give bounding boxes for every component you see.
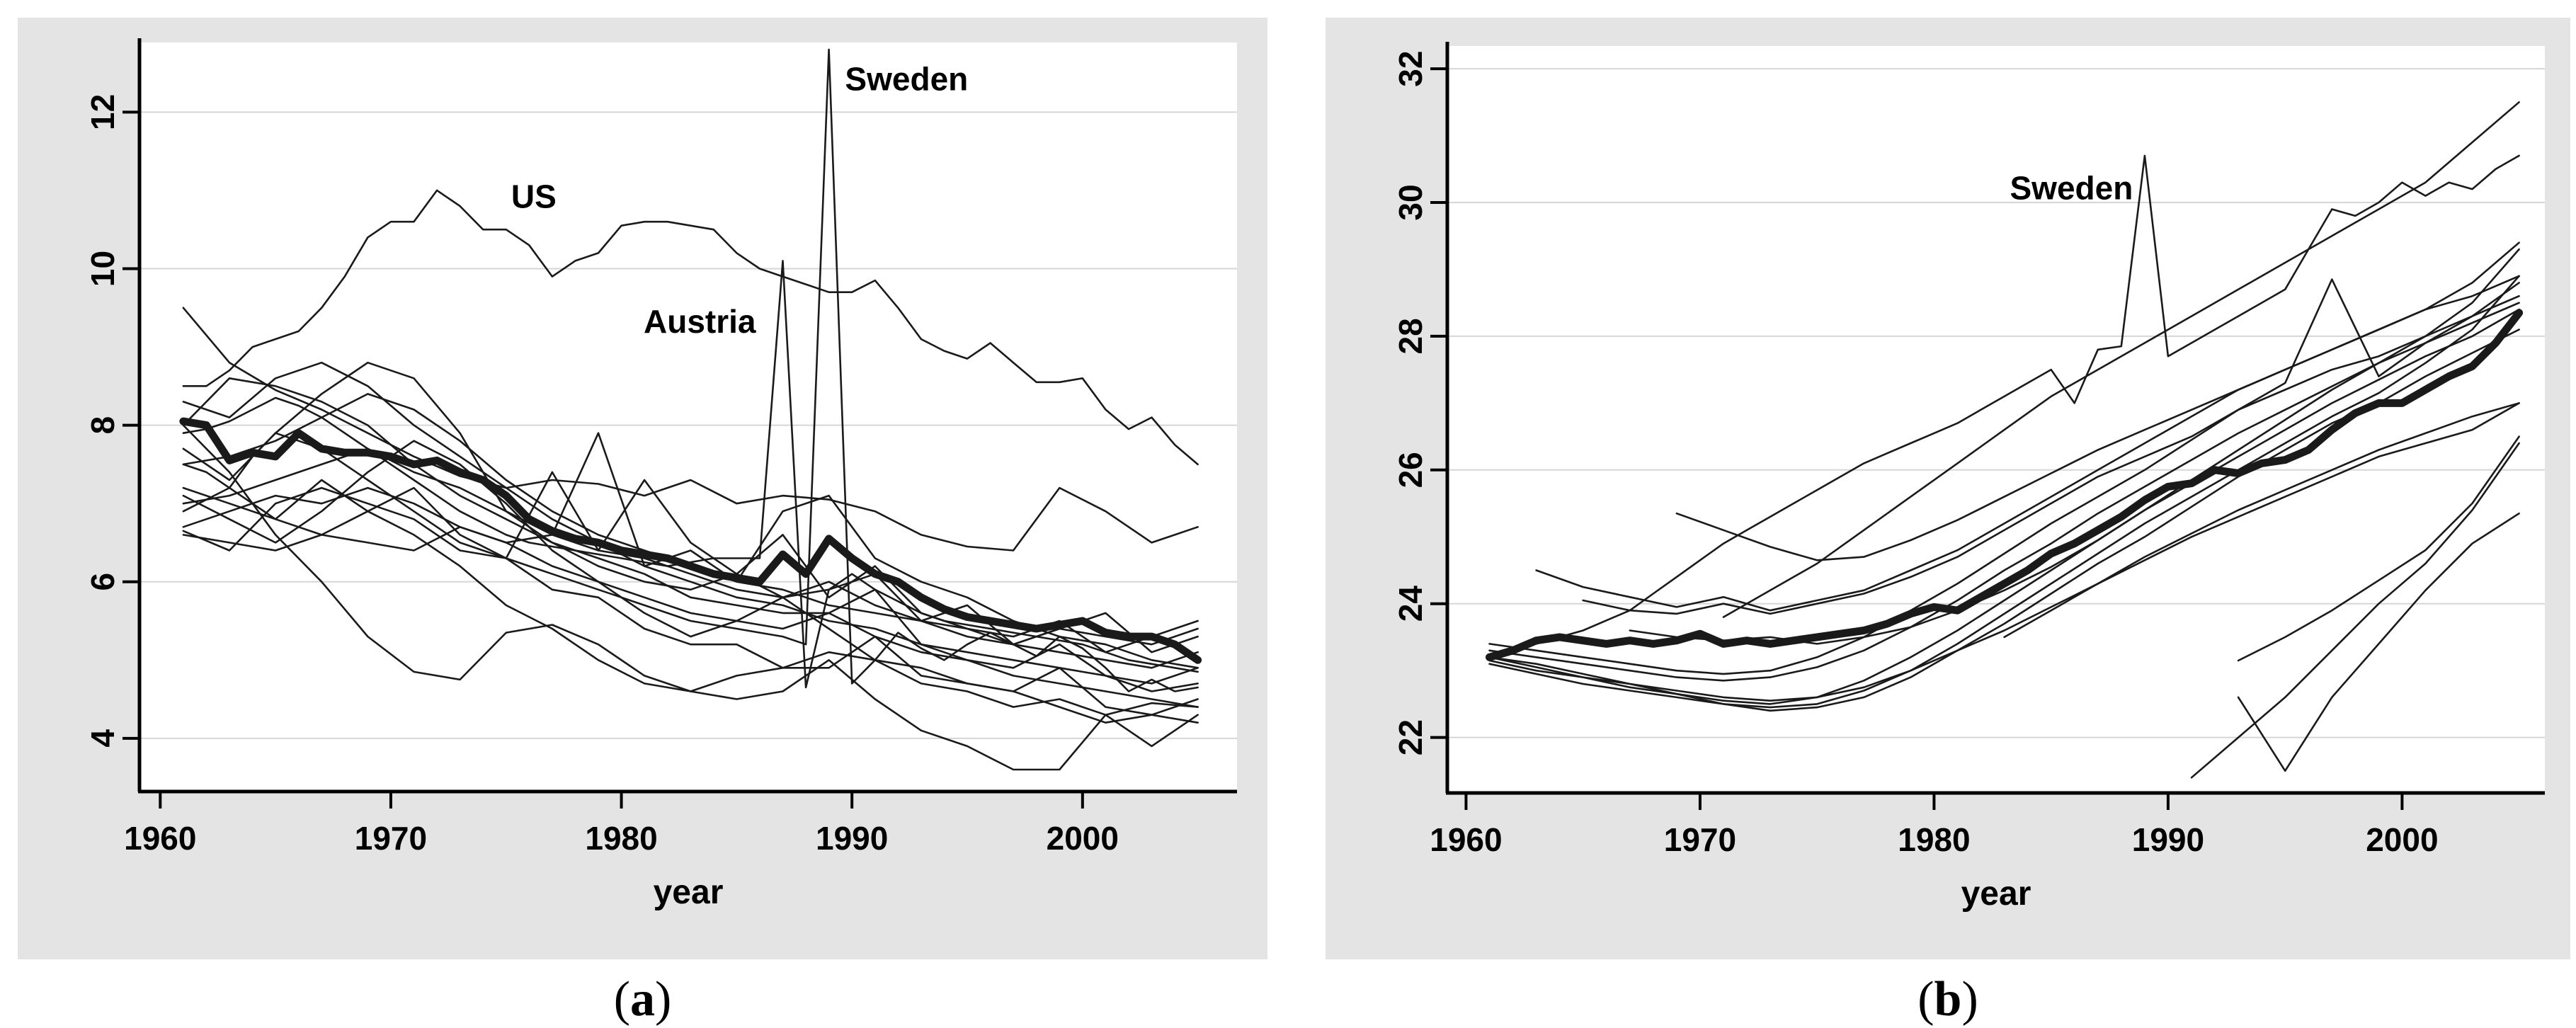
x-tick-label: 1990 — [816, 820, 888, 857]
y-tick-label: 32 — [1392, 51, 1429, 87]
annotation-sweden: Sweden — [845, 60, 968, 97]
x-tick-label: 1980 — [1898, 821, 1970, 858]
series-late1 — [2190, 442, 2520, 779]
series-mean — [179, 417, 1202, 664]
annotation-us: US — [511, 178, 557, 215]
series-t1 — [1722, 101, 2520, 618]
y-tick-label: 4 — [84, 729, 121, 748]
series-sweden — [182, 48, 1199, 692]
x-axis-title: year — [654, 874, 724, 911]
series-t4 — [1675, 275, 2520, 561]
x-tick-label: 2000 — [2366, 821, 2438, 858]
series-s13 — [182, 440, 1199, 724]
y-tick-label: 22 — [1392, 719, 1429, 755]
x-tick-label: 1990 — [2132, 821, 2204, 858]
series-t11 — [1629, 248, 2520, 645]
y-tick-label: 12 — [84, 94, 121, 130]
chart-panel-b: 22 24 26 28 30 32 1960 1970 1980 1990 2000 year Swed… — [1326, 18, 2570, 959]
caption-b-letter: b — [1934, 972, 1962, 1027]
x-tick-label: 1970 — [1664, 821, 1736, 858]
y-tick-label: 24 — [1392, 586, 1429, 622]
series-s6 — [182, 486, 1199, 771]
annotation-austria: Austria — [644, 303, 756, 340]
series-late2 — [2237, 512, 2520, 772]
x-tick-label: 1960 — [124, 820, 196, 857]
series-us — [182, 189, 1199, 466]
chart-b-svg: 22 24 26 28 30 32 1960 1970 1980 1990 2000 year Swed… — [1392, 42, 2545, 913]
series-t10 — [1488, 402, 2520, 702]
series-s11 — [182, 361, 1199, 692]
series-s1 — [182, 307, 1199, 552]
series-t6 — [1488, 275, 2520, 709]
caption-b-open: ( — [1917, 972, 1934, 1027]
caption-a-open: ( — [613, 972, 630, 1027]
chart-panel-a: 4 6 8 10 12 1960 1970 1980 1990 2000 year US Austria… — [18, 18, 1267, 959]
x-tick-label: 1980 — [585, 820, 657, 857]
annotation-sweden: Sweden — [2010, 169, 2133, 206]
series-t9 — [1488, 302, 2520, 682]
y-tick-label: 30 — [1392, 184, 1429, 220]
y-tick-label: 26 — [1392, 452, 1429, 488]
caption-a: (a) — [18, 971, 1267, 1028]
series-mean — [1486, 309, 2524, 661]
series-t12 — [2003, 402, 2520, 639]
x-axis-title: year — [1961, 875, 2031, 913]
x-tick-label: 1970 — [355, 820, 427, 857]
y-tick-label: 8 — [84, 416, 121, 435]
series-late3 — [2237, 435, 2520, 662]
series-t5 — [1488, 308, 2520, 705]
y-tick-label: 6 — [84, 573, 121, 591]
plot-area — [1447, 46, 2545, 793]
series-s9 — [182, 471, 1199, 653]
caption-a-close: ) — [655, 972, 672, 1027]
caption-b-close: ) — [1961, 972, 1978, 1027]
caption-a-letter: a — [630, 972, 655, 1027]
series-sweden — [1535, 154, 2520, 645]
chart-a-svg: 4 6 8 10 12 1960 1970 1980 1990 2000 year US Austria… — [84, 38, 1237, 911]
series-s10 — [182, 486, 1199, 708]
series-t8 — [1488, 278, 2520, 675]
series-t3 — [1582, 295, 2520, 615]
y-tick-label: 10 — [84, 251, 121, 287]
series-s4 — [182, 486, 1199, 716]
series-s3 — [182, 361, 1199, 685]
caption-b: (b) — [1326, 971, 2570, 1028]
x-tick-label: 1960 — [1430, 821, 1502, 858]
x-tick-label: 2000 — [1047, 820, 1119, 857]
y-tick-label: 28 — [1392, 318, 1429, 354]
